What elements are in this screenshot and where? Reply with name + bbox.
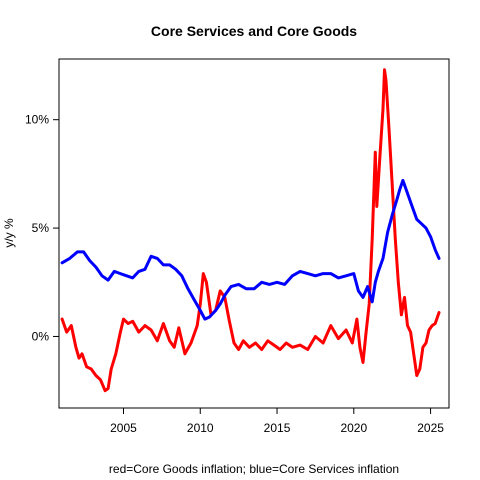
x-tick-label: 2005 [110, 421, 137, 435]
y-axis: 0% 5% 10% [25, 113, 59, 343]
x-tick-label: 2015 [264, 421, 291, 435]
x-axis-label: red=Core Goods inflation; blue=Core Serv… [109, 462, 399, 476]
x-tick-label: 2010 [187, 421, 214, 435]
plot-frame [58, 58, 450, 409]
x-tick-label: 2025 [417, 421, 444, 435]
x-axis: 2005 2010 2015 2020 2025 [110, 408, 444, 435]
y-tick-label: 0% [32, 329, 50, 343]
chart-title: Core Services and Core Goods [151, 23, 357, 39]
x-tick-label: 2020 [340, 421, 367, 435]
y-tick-label: 5% [32, 221, 50, 235]
y-axis-label: y/y % [2, 218, 16, 248]
series-layer [60, 68, 441, 393]
core-services-line [60, 178, 441, 321]
y-tick-label: 10% [25, 113, 49, 127]
core-goods-line [60, 68, 441, 393]
